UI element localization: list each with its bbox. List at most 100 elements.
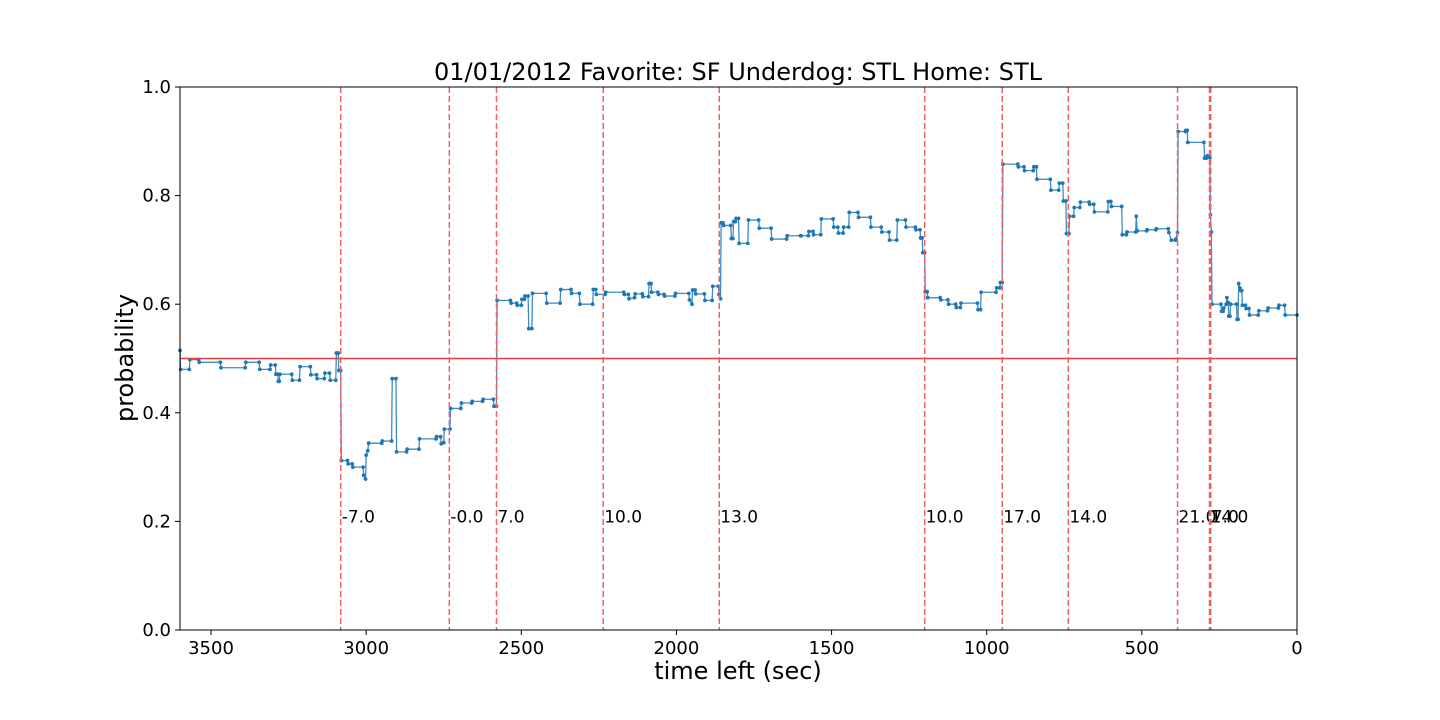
data-point — [290, 378, 295, 383]
y-tick-label: 0.6 — [142, 294, 171, 315]
data-point — [515, 303, 520, 308]
data-point — [1221, 309, 1226, 314]
data-point — [350, 461, 355, 466]
data-point — [333, 378, 338, 383]
data-point — [1125, 230, 1129, 234]
data-point — [309, 372, 313, 377]
data-point — [394, 450, 399, 454]
data-point — [835, 225, 840, 229]
data-point — [641, 294, 645, 299]
y-tick-label: 0.4 — [142, 403, 171, 424]
data-point — [522, 297, 527, 302]
data-point — [731, 236, 735, 241]
data-point — [946, 297, 950, 302]
data-point — [737, 241, 742, 246]
data-point — [558, 287, 563, 292]
x-tick-label: 0 — [1291, 638, 1302, 659]
data-point — [856, 215, 861, 220]
data-point — [673, 291, 678, 296]
data-point — [314, 372, 319, 377]
data-point — [847, 210, 852, 215]
score-event-label: 21.0 — [1179, 507, 1217, 527]
data-point — [703, 298, 707, 303]
data-point — [178, 367, 183, 372]
data-point — [361, 473, 366, 478]
data-point — [1236, 281, 1241, 286]
data-point — [769, 226, 773, 231]
data-point — [603, 290, 608, 295]
series-markers — [178, 128, 1299, 481]
x-tick-label: 500 — [1125, 638, 1159, 659]
data-point — [656, 292, 661, 297]
data-point — [1092, 209, 1097, 214]
data-point — [434, 434, 439, 439]
data-point — [361, 465, 365, 469]
data-point — [470, 399, 475, 404]
data-point — [799, 233, 804, 238]
data-point — [1108, 199, 1113, 204]
data-point — [1169, 238, 1174, 243]
data-point — [710, 298, 715, 303]
data-point — [594, 292, 599, 297]
data-point — [868, 215, 873, 220]
data-point — [1049, 188, 1053, 193]
data-point — [946, 302, 951, 307]
data-point — [1256, 313, 1261, 317]
data-point — [806, 233, 811, 238]
data-point — [1234, 302, 1239, 307]
data-point — [389, 439, 394, 443]
data-point — [879, 225, 884, 229]
data-point — [925, 289, 930, 294]
data-point — [458, 406, 463, 411]
data-point — [1031, 168, 1036, 173]
x-tick-label: 3000 — [343, 638, 389, 659]
data-point — [257, 360, 262, 365]
data-point — [509, 301, 513, 306]
data-point — [1091, 202, 1096, 207]
data-point — [1145, 227, 1150, 232]
score-event-label: 14.0 — [1211, 507, 1249, 527]
data-point — [1000, 280, 1005, 285]
data-point — [323, 371, 327, 376]
data-point — [994, 286, 999, 290]
data-point — [328, 378, 333, 383]
data-point — [811, 229, 815, 234]
x-tick-label: 3500 — [188, 638, 234, 659]
data-point — [728, 223, 733, 228]
data-point — [979, 290, 984, 295]
data-point — [558, 301, 562, 306]
score-event-label: 7.0 — [1212, 507, 1239, 527]
data-point — [1016, 164, 1021, 169]
data-point — [380, 439, 385, 443]
data-point — [856, 210, 860, 215]
data-point — [938, 297, 943, 302]
data-point — [529, 326, 534, 331]
data-point — [438, 434, 443, 439]
data-point — [925, 295, 930, 300]
data-point — [1283, 313, 1288, 317]
y-tick-label: 0.2 — [142, 511, 171, 532]
data-point — [394, 376, 398, 381]
data-point — [1087, 202, 1092, 207]
data-point — [756, 218, 761, 222]
data-point — [1134, 214, 1139, 219]
score-event-label: -7.0 — [342, 507, 375, 527]
data-point — [277, 379, 282, 384]
data-point — [1072, 205, 1077, 210]
data-point — [846, 225, 851, 229]
data-point — [530, 291, 535, 296]
data-point — [975, 301, 980, 306]
data-point — [958, 305, 963, 310]
data-point — [811, 232, 816, 237]
data-point — [491, 397, 496, 402]
plot-frame — [179, 86, 1298, 631]
data-point — [746, 218, 751, 222]
data-point — [523, 294, 527, 298]
data-point — [442, 427, 447, 431]
data-point — [578, 302, 582, 307]
data-point — [1236, 317, 1240, 322]
data-point — [268, 367, 272, 372]
data-point — [346, 461, 351, 466]
data-point — [481, 397, 486, 402]
